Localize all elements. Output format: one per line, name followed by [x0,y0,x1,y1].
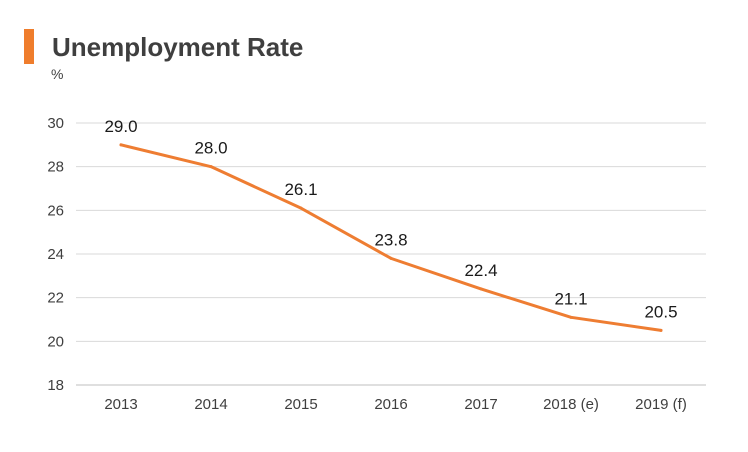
y-tick-label: 28 [47,159,64,176]
data-label: 22.4 [464,261,497,280]
gridlines [76,122,706,386]
y-tick-label: 30 [47,115,64,132]
y-axis-unit-label: % [51,66,64,82]
data-label: 23.8 [374,230,407,249]
data-point [299,206,303,210]
x-tick-label: 2014 [194,396,227,413]
data-label: 29.0 [104,117,137,136]
x-tick-label: 2017 [464,396,497,413]
data-label: 20.5 [644,302,677,321]
data-labels: 29.0 28.0 26.1 23.8 22.4 21.1 20.5 [104,117,677,322]
data-point [569,315,573,319]
y-axis-ticks: 18 20 22 24 26 28 30 [47,115,64,394]
data-point [659,328,663,332]
data-label: 21.1 [554,289,587,308]
title-accent-bar [24,29,34,64]
x-tick-label: 2013 [104,396,137,413]
data-point [209,165,213,169]
data-label: 28.0 [194,139,227,158]
x-tick-label: 2015 [284,396,317,413]
data-point [479,287,483,291]
data-point [389,256,393,260]
x-tick-label: 2016 [374,396,407,413]
data-label: 26.1 [284,180,317,199]
chart-title: Unemployment Rate [52,32,304,62]
y-tick-label: 22 [47,290,64,307]
y-tick-label: 18 [47,377,64,394]
y-tick-label: 20 [47,333,64,350]
x-tick-label: 2018 (e) [543,396,599,413]
x-axis-ticks: 2013 2014 2015 2016 2017 2018 (e) 2019 (f) [104,396,687,413]
y-tick-label: 24 [47,246,64,263]
series-group [119,143,663,332]
x-tick-label: 2019 (f) [635,396,687,413]
y-tick-label: 26 [47,202,64,219]
data-point [119,143,123,147]
